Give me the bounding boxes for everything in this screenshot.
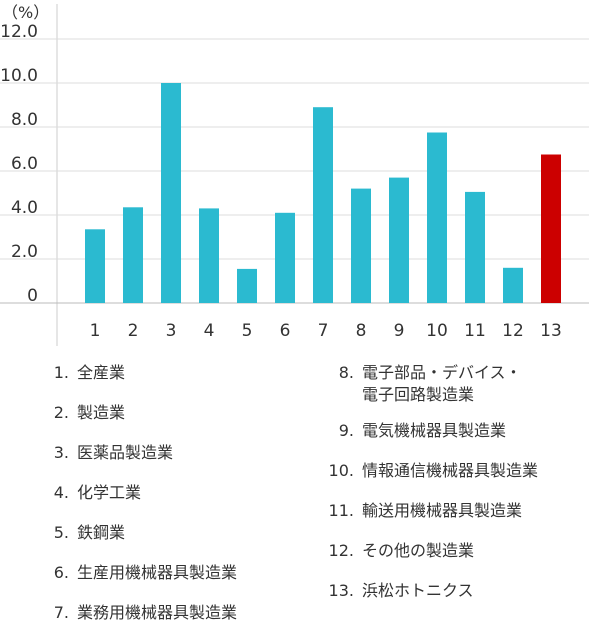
legend-item-number: 4. bbox=[53, 483, 69, 502]
bar bbox=[199, 208, 219, 303]
bars bbox=[85, 83, 561, 303]
legend-item: 1. 全産業 bbox=[0, 362, 280, 384]
legend-item-number: 8. bbox=[338, 363, 354, 382]
y-tick-label: 0 bbox=[27, 286, 38, 306]
legend-item: 10. 情報通信機械器具製造業 bbox=[300, 460, 580, 482]
legend-left-column: 1. 全産業 2. 製造業 3. 医薬品製造業 4. 化学工業 5. 鉄鋼業 6. 生産用機械器具製造… bbox=[0, 362, 280, 642]
bar bbox=[541, 154, 561, 303]
bar bbox=[85, 229, 105, 303]
legend-item: 8. 電子部品・デバイス・ 電子回路製造業 bbox=[300, 362, 580, 406]
legend-item: 13. 浜松ホトニクス bbox=[300, 580, 580, 602]
legend-item-label: 情報通信機械器具製造業 bbox=[362, 461, 539, 480]
x-tick-label: 9 bbox=[394, 321, 405, 341]
legend-item-number: 6. bbox=[53, 563, 69, 582]
x-tick-label: 7 bbox=[318, 321, 329, 341]
legend-item: 6. 生産用機械器具製造業 bbox=[0, 562, 280, 584]
legend-item: 9. 電気機械器具製造業 bbox=[300, 420, 580, 442]
legend-item: 11. 輸送用機械器具製造業 bbox=[300, 500, 580, 522]
y-axis: 0 2.0 4.0 6.0 8.0 10.0 12.0 bbox=[0, 22, 38, 306]
y-tick-label: 4.0 bbox=[11, 198, 38, 218]
y-tick-label: 12.0 bbox=[0, 22, 38, 42]
y-tick-label: 2.0 bbox=[11, 242, 38, 262]
x-tick-label: 11 bbox=[464, 321, 486, 341]
bar bbox=[389, 177, 409, 303]
legend-item-label: 鉄鋼業 bbox=[77, 523, 126, 542]
y-tick-label: 10.0 bbox=[0, 66, 38, 86]
x-axis-labels: 1 2 3 4 5 6 7 8 9 10 11 12 13 bbox=[90, 321, 562, 341]
legend-right-column: 8. 電子部品・デバイス・ 電子回路製造業 9. 電気機械器具製造業 10. 情報通信機械… bbox=[300, 362, 580, 620]
legend-item-number: 2. bbox=[53, 403, 69, 422]
x-tick-label: 4 bbox=[204, 321, 215, 341]
legend-item-number: 1. bbox=[53, 363, 69, 382]
legend-item-number: 9. bbox=[338, 421, 354, 440]
legend-item-number: 10. bbox=[328, 461, 354, 480]
x-tick-label: 1 bbox=[90, 321, 101, 341]
legend-item-label: 製造業 bbox=[77, 403, 126, 422]
legend-item: 4. 化学工業 bbox=[0, 482, 280, 504]
x-tick-label: 8 bbox=[356, 321, 367, 341]
y-tick-label: 8.0 bbox=[11, 110, 38, 130]
legend-item: 5. 鉄鋼業 bbox=[0, 522, 280, 544]
x-tick-label: 10 bbox=[426, 321, 448, 341]
legend-item: 3. 医薬品製造業 bbox=[0, 442, 280, 464]
bar bbox=[275, 212, 295, 303]
legend-item: 12. その他の製造業 bbox=[300, 540, 580, 562]
bar bbox=[427, 132, 447, 303]
legend-item-label: 業務用機械器具製造業 bbox=[77, 603, 238, 622]
legend-item-number: 11. bbox=[328, 501, 354, 520]
bar bbox=[465, 191, 485, 303]
bar bbox=[313, 107, 333, 303]
legend-item-label: 浜松ホトニクス bbox=[362, 581, 474, 600]
bar bbox=[161, 83, 181, 303]
legend-item: 2. 製造業 bbox=[0, 402, 280, 424]
x-tick-label: 5 bbox=[242, 321, 253, 341]
legend-item-number: 3. bbox=[53, 443, 69, 462]
y-axis-unit-label: （%） bbox=[2, 3, 49, 22]
legend-item-label: その他の製造業 bbox=[362, 541, 475, 560]
legend-item-label: 医薬品製造業 bbox=[77, 443, 174, 462]
legend-item-number: 12. bbox=[328, 541, 354, 560]
x-tick-label: 2 bbox=[128, 321, 139, 341]
x-tick-label: 6 bbox=[280, 321, 291, 341]
x-tick-label: 3 bbox=[166, 321, 177, 341]
legend-item-number: 13. bbox=[328, 581, 354, 600]
legend-item-label: 生産用機械器具製造業 bbox=[77, 563, 238, 582]
bar bbox=[351, 188, 371, 303]
legend-item-label: 輸送用機械器具製造業 bbox=[362, 501, 523, 520]
y-tick-label: 6.0 bbox=[11, 154, 38, 174]
x-tick-label: 12 bbox=[502, 321, 524, 341]
bar bbox=[237, 268, 257, 303]
bar bbox=[503, 267, 523, 303]
legend-item-label: 電気機械器具製造業 bbox=[362, 421, 507, 440]
legend-item-label: 化学工業 bbox=[77, 483, 142, 502]
legend-item-label: 電子部品・デバイス・ 電子回路製造業 bbox=[362, 363, 522, 404]
bar-chart: 02.04.06.08.010.012.0 1 2 3 4 5 6 7 8 9 10 11 12 13 … bbox=[0, 3, 589, 346]
legend-item-number: 7. bbox=[53, 603, 69, 622]
legend-item-number: 5. bbox=[53, 523, 69, 542]
x-tick-label: 13 bbox=[540, 321, 562, 341]
legend-item: 7. 業務用機械器具製造業 bbox=[0, 602, 280, 624]
legend-item-label: 全産業 bbox=[77, 363, 126, 382]
bar bbox=[123, 207, 143, 303]
